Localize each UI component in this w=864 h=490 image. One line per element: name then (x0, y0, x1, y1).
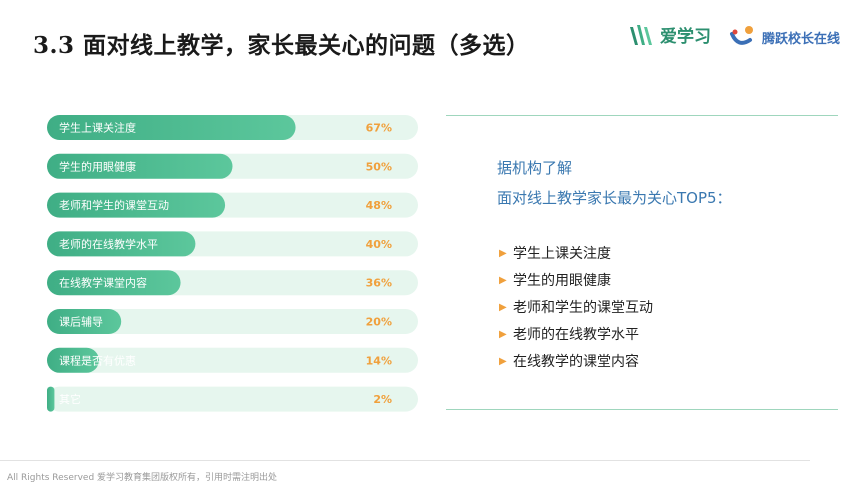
bar-category-label: 学生的用眼健康 (59, 159, 136, 173)
page-title: 3.3 面对线上教学，家长最关心的问题（多选） (33, 32, 530, 59)
bar-value-label: 67% (366, 122, 392, 135)
bar-value-label: 14% (366, 354, 392, 367)
top5-item-label: 老师的在线教学水平 (513, 327, 639, 343)
bar-value-label: 48% (366, 199, 392, 212)
triangle-bullet-icon: ▶ (499, 302, 507, 313)
triangle-bullet-icon: ▶ (499, 356, 507, 367)
bar (47, 309, 122, 334)
footer-copyright: All Rights Reserved 爱学习教育集团版权所有，引用时需注明出处 (7, 473, 278, 483)
tengyue-logo-icon (730, 26, 753, 45)
bar-value-label: 40% (366, 238, 392, 251)
triangle-bullet-icon: ▶ (499, 329, 507, 340)
bar (47, 270, 181, 296)
top5-item: ▶ 学生上课关注度 (499, 244, 653, 271)
bar-category-label: 课程是否有优惠 (59, 353, 136, 367)
bar-track (47, 347, 418, 373)
top5-item: ▶ 老师的在线教学水平 (499, 325, 653, 352)
bar-category-label: 其它 (59, 392, 81, 406)
top5-item-label: 老师和学生的课堂互动 (513, 300, 653, 316)
top5-item: ▶ 在线教学的课堂内容 (499, 352, 653, 379)
bar (47, 115, 296, 140)
triangle-bullet-icon: ▶ (499, 275, 507, 286)
bar-category-label: 在线教学课堂内容 (59, 276, 147, 290)
bar (47, 386, 55, 412)
panel-intro-line2: 面对线上教学家长最为关心TOP5： (497, 189, 732, 207)
top5-item: ▶ 学生的用眼健康 (499, 271, 653, 298)
bar-category-label: 课后辅导 (59, 315, 103, 329)
bar-value-label: 20% (366, 316, 392, 329)
top5-item-label: 学生上课关注度 (513, 246, 611, 262)
bar-track (47, 309, 418, 334)
tengyue-logo-text: 腾跃校长在线 (762, 31, 841, 47)
panel-divider-bottom (446, 409, 838, 410)
bar (47, 347, 99, 373)
panel-divider-top (446, 115, 838, 116)
bar-value-label: 50% (366, 160, 392, 173)
bar-value-label: 2% (373, 393, 392, 406)
aixuexi-logo-text: 爱学习 (660, 27, 711, 47)
bar-value-label: 36% (366, 277, 392, 290)
triangle-bullet-icon: ▶ (499, 248, 507, 259)
bar-track (47, 386, 418, 412)
footer-divider (0, 460, 810, 461)
tengyue-logo: 腾跃校长在线 (728, 24, 840, 50)
bar (47, 231, 196, 257)
aixuexi-logo: 爱学习 (628, 22, 711, 47)
top5-list: ▶ 学生上课关注度 ▶ 学生的用眼健康 ▶ 老师和学生的课堂互动 ▶ 老师的在线教学水平… (499, 244, 653, 379)
bar (47, 153, 233, 179)
top5-item-label: 学生的用眼健康 (513, 273, 611, 289)
panel-intro-line1: 据机构了解 (497, 159, 573, 177)
bar (47, 192, 226, 218)
bar-category-label: 老师和学生的课堂互动 (59, 198, 169, 212)
top5-item-label: 在线教学的课堂内容 (513, 354, 639, 370)
bar-category-label: 学生上课关注度 (59, 121, 136, 135)
top5-item: ▶ 老师和学生的课堂互动 (499, 298, 653, 325)
bar-category-label: 老师的在线教学水平 (59, 237, 158, 251)
bar-chart: 学生上课关注度 67% 学生的用眼健康 50% 老师和学生的课堂互动 48% 老师的在线教学… (47, 115, 418, 412)
aixuexi-logo-icon (630, 24, 652, 45)
